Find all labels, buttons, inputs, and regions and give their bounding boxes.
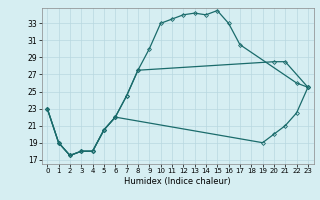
X-axis label: Humidex (Indice chaleur): Humidex (Indice chaleur) (124, 177, 231, 186)
